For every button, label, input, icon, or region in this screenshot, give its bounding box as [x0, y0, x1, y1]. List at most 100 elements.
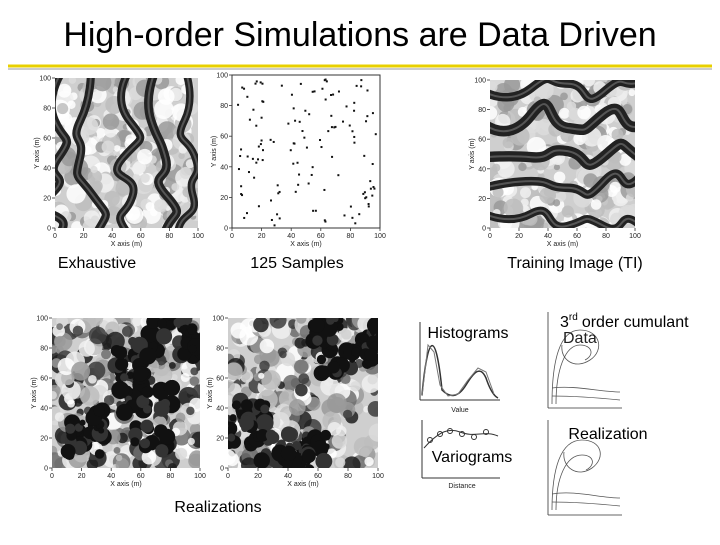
sample-dot	[360, 85, 363, 88]
sample-dot	[237, 168, 240, 171]
map-image	[228, 318, 397, 468]
sample-dot	[363, 191, 366, 194]
sample-dot	[255, 124, 258, 127]
y-tick-label: 40	[478, 166, 486, 173]
sample-dot	[292, 162, 295, 165]
sample-dot	[369, 187, 372, 190]
texture	[379, 347, 390, 358]
y-tick-label: 60	[220, 134, 228, 141]
texture	[542, 222, 549, 228]
texture	[275, 403, 292, 420]
sample-dot	[330, 114, 333, 117]
texture	[380, 333, 392, 345]
sample-dot	[371, 112, 374, 115]
texture	[259, 360, 270, 372]
sample-dot	[273, 224, 276, 227]
texture	[266, 431, 280, 444]
texture	[231, 400, 242, 410]
y-tick-label: 20	[478, 196, 486, 203]
sample-dot	[241, 194, 244, 197]
texture	[66, 184, 86, 204]
texture	[368, 423, 378, 442]
x-tick-label: 20	[254, 473, 262, 480]
sample-dot	[365, 196, 368, 199]
slide-title: High-order Simulations are Data Driven	[63, 16, 656, 54]
texture	[57, 357, 75, 376]
texture	[79, 386, 100, 406]
texture	[269, 318, 287, 329]
texture	[490, 81, 498, 93]
sample-dot	[354, 222, 357, 225]
texture	[94, 449, 105, 459]
texture	[106, 331, 125, 351]
sample-dot	[270, 218, 273, 221]
texture	[90, 165, 98, 174]
sample-dot	[298, 120, 301, 123]
sample-dot	[312, 209, 315, 212]
texture	[168, 361, 176, 369]
sample-dot	[349, 205, 352, 208]
y-tick-label: 100	[36, 316, 48, 323]
texture	[380, 331, 397, 348]
sample-dot	[292, 107, 295, 110]
texture	[280, 426, 297, 443]
sample-dot	[303, 136, 306, 139]
texture	[497, 160, 515, 178]
texture	[331, 318, 339, 323]
y-tick-label: 60	[43, 136, 51, 143]
texture	[198, 332, 200, 338]
texture	[520, 187, 532, 199]
map-panel: 0 20 40 60 80 100 0 20 40 60 80 100 X axis (m) Y axis…	[469, 78, 641, 249]
texture	[228, 449, 236, 465]
sample-dot	[254, 82, 257, 85]
texture	[619, 153, 632, 166]
sample-dot	[294, 119, 297, 122]
texture	[298, 465, 309, 468]
texture	[503, 198, 524, 219]
texture	[180, 373, 190, 383]
channel-edge	[147, 78, 178, 228]
texture	[590, 199, 602, 210]
texture	[189, 376, 200, 387]
x-tick-label: 20	[80, 233, 88, 240]
sample-dot	[360, 79, 363, 82]
sample-dot	[355, 84, 358, 87]
y-axis-label: Y axis (m)	[31, 377, 38, 408]
sample-dot	[310, 173, 313, 176]
texture	[104, 190, 120, 207]
texture	[350, 381, 361, 392]
cumulant-plot	[547, 312, 622, 516]
sample-dot	[327, 130, 330, 133]
sample-dot	[371, 194, 374, 197]
sample-dot	[320, 146, 323, 149]
texture	[72, 325, 84, 337]
texture	[561, 205, 574, 218]
texture	[133, 160, 146, 174]
texture	[378, 332, 395, 349]
sample-dot	[342, 120, 345, 123]
texture	[61, 371, 75, 386]
texture	[71, 221, 83, 228]
sample-dot	[348, 124, 351, 127]
texture	[378, 337, 395, 354]
x-tick-label: 40	[107, 473, 115, 480]
sample-dot	[237, 103, 240, 106]
sample-dot	[278, 190, 281, 193]
caption: Realizations	[174, 499, 261, 516]
texture	[178, 152, 185, 160]
texture	[502, 137, 514, 149]
texture	[78, 340, 95, 357]
sample-dot	[240, 193, 243, 196]
y-tick-label: 80	[478, 107, 486, 114]
sample-dot	[353, 101, 356, 104]
texture	[253, 452, 270, 468]
sample-dot	[269, 199, 272, 202]
texture	[239, 415, 254, 431]
texture	[154, 365, 173, 385]
sample-dot	[374, 133, 377, 136]
texture	[526, 136, 547, 157]
texture	[88, 326, 107, 345]
texture	[364, 348, 378, 361]
y-tick-label: 0	[220, 466, 224, 473]
map-panel: 0 20 40 60 80 100 0 20 40 60 80 100 X axis (m) Y axis…	[34, 76, 204, 249]
